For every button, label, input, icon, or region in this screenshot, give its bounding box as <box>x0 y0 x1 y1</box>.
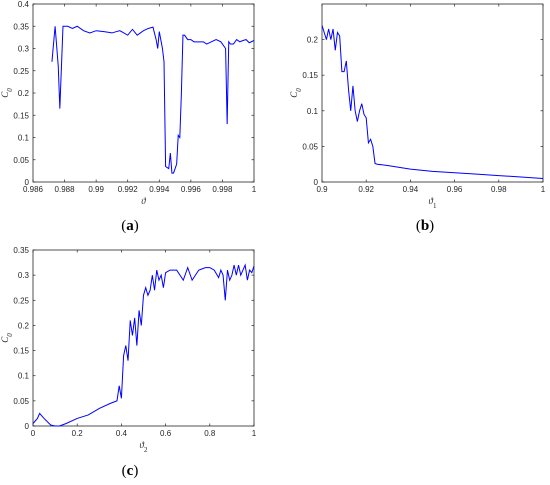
axes-box <box>32 249 255 427</box>
x-axis-label-subscript: 1 <box>433 202 437 210</box>
y-tick-label: 0.1 <box>18 134 30 143</box>
x-tick-label: 0 <box>31 429 36 438</box>
panel-caption-letter: a <box>126 218 134 234</box>
y-axis-label-main: C <box>0 336 10 343</box>
panel-caption-open: ( <box>121 218 126 234</box>
panel-caption-open: ( <box>122 463 127 479</box>
x-tick-label: 1 <box>252 429 257 438</box>
panel-caption: (c) <box>122 463 139 479</box>
y-axis-label: C0 <box>0 333 14 343</box>
y-axis-label-main: C <box>289 91 299 98</box>
y-tick-label: 0.25 <box>13 296 29 305</box>
x-axis-label-main: ϑ <box>429 196 434 206</box>
y-axis-label-subscript: 0 <box>6 88 14 92</box>
chart-panel-c: 0 0.2 0.4 0.6 0.8 1 0 0.05 0.1 0.15 0.2 0.25 0.3 0.35… <box>0 246 257 479</box>
x-tick-label: 0.6 <box>160 429 172 438</box>
y-tick-label: 0 <box>25 178 30 187</box>
y-tick-label: 0.15 <box>13 111 29 120</box>
y-tick-label: 0.15 <box>302 71 318 80</box>
x-axis-label-main: ϑ <box>141 196 146 206</box>
panel-caption-letter: b <box>421 218 429 234</box>
x-axis-label: ϑ1 <box>429 196 437 210</box>
chart-panel-b: 0.9 0.92 0.94 0.96 0.98 100.050.10.150.2ϑ1C0(… <box>289 3 546 234</box>
y-tick-label: 0.15 <box>13 347 29 356</box>
x-axis-label-subscript: 2 <box>144 446 148 454</box>
x-tick-label: 0.9 <box>316 185 328 194</box>
x-axis-label-main: ϑ <box>140 440 145 450</box>
panel-caption-close: ) <box>429 218 434 234</box>
y-tick-label: 0.35 <box>13 246 29 255</box>
y-tick-label: 0.3 <box>18 45 30 54</box>
panel-caption-letter: c <box>127 463 134 479</box>
x-tick-label: 0.986 <box>23 185 44 194</box>
axes-box <box>321 3 544 183</box>
y-tick-label: 0 <box>25 422 30 431</box>
x-tick-label: 0.96 <box>447 185 463 194</box>
x-tick-label: 1 <box>252 185 257 194</box>
y-axis-label-subscript: 0 <box>6 333 14 337</box>
y-tick-label: 0.25 <box>13 67 29 76</box>
y-tick-label: 0 <box>314 178 319 187</box>
y-tick-label: 0.1 <box>18 372 30 381</box>
y-tick-label: 0.2 <box>307 36 319 45</box>
x-tick-label: 0.94 <box>403 185 419 194</box>
x-axis-label: ϑ2 <box>140 440 148 454</box>
x-tick-label: 0.98 <box>491 185 507 194</box>
x-tick-label: 0.8 <box>204 429 216 438</box>
x-tick-label: 0.4 <box>116 429 128 438</box>
series-line <box>321 25 544 179</box>
panel-caption-close: ) <box>133 463 138 479</box>
panel-caption-open: ( <box>416 218 421 234</box>
y-tick-label: 0.4 <box>18 0 30 9</box>
x-tick-label: 0.92 <box>358 185 374 194</box>
x-tick-label: 0.998 <box>212 185 233 194</box>
x-tick-label: 0.2 <box>72 429 84 438</box>
y-tick-label: 0.05 <box>13 156 29 165</box>
panel-caption-close: ) <box>134 218 139 234</box>
y-tick-label: 0.3 <box>18 271 30 280</box>
y-axis-label-main: C <box>0 91 10 98</box>
x-tick-label: 0.988 <box>55 185 76 194</box>
y-tick-label: 0.35 <box>13 22 29 31</box>
y-tick-label: 0.1 <box>307 107 319 116</box>
series-line <box>51 25 255 174</box>
y-tick-label: 0.2 <box>18 321 30 330</box>
y-axis-label: C0 <box>0 88 14 98</box>
x-tick-label: 0.996 <box>181 185 202 194</box>
x-tick-label: 0.994 <box>149 185 170 194</box>
x-axis-label: ϑ <box>141 196 146 206</box>
y-tick-label: 0.2 <box>18 89 30 98</box>
x-tick-label: 0.99 <box>88 185 104 194</box>
series-line <box>32 263 255 427</box>
panel-caption: (b) <box>416 218 434 234</box>
x-tick-label: 1 <box>541 185 546 194</box>
y-tick-label: 0.05 <box>302 142 318 151</box>
chart-panel-a: 0.986 0.988 0.99 0.992 0.994 0.996 0.998 1 0 0.05… <box>0 0 257 234</box>
y-axis-label: C0 <box>289 88 303 98</box>
panel-caption: (a) <box>121 218 139 234</box>
x-tick-label: 0.992 <box>118 185 139 194</box>
y-tick-label: 0.05 <box>13 397 29 406</box>
y-axis-label-subscript: 0 <box>295 88 303 92</box>
